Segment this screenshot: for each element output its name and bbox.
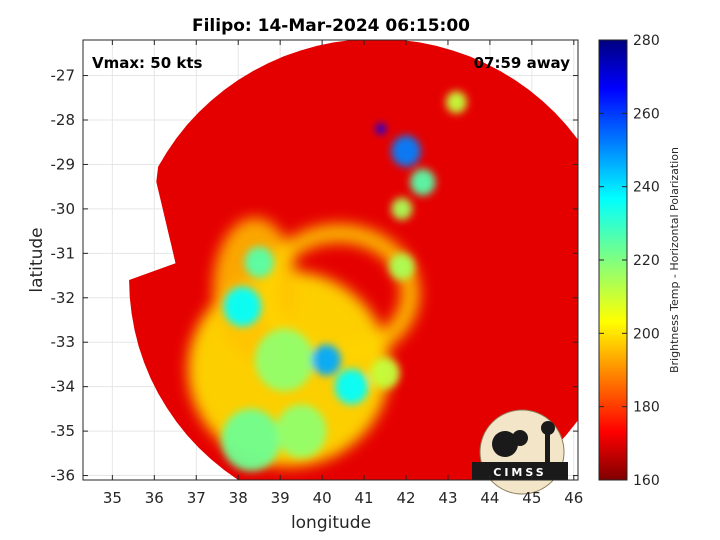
x-tick-label: 45 [522,489,541,507]
convective-cell [410,168,436,196]
y-tick-label: -32 [51,289,76,307]
y-tick-label: -29 [51,155,76,173]
convective-cell [311,344,341,376]
y-tick-label: -35 [51,422,76,440]
convective-cell [391,197,413,220]
colorbar-tick-label: 180 [633,400,660,416]
time-away-annotation: 07:59 away [474,54,571,72]
convective-cell [445,91,467,114]
colorbar-tick-label: 280 [633,33,660,49]
logo-text: CIMSS [493,466,546,479]
x-axis-ticks: 35 36 37 38 39 40 41 42 43 44 45 46 [103,40,583,507]
axes-frame [82,39,579,481]
y-axis-ticks: -27 -28 -29 -30 -31 -32 -33 -34 -35 -36 [51,67,578,485]
y-tick-label: -28 [51,111,76,129]
y-axis-label: latitude [27,227,47,292]
colorbar-tick-label: 220 [633,253,660,269]
convective-cell [244,246,274,278]
convective-cell [375,123,386,135]
x-axis-label: longitude [291,513,371,533]
vmax-annotation: Vmax: 50 kts [92,54,202,72]
convective-cell [254,328,314,392]
x-tick-label: 44 [480,489,499,507]
cimss-logo: CIMSS [472,409,568,495]
convective-cell [221,408,281,472]
x-tick-label: 40 [313,489,332,507]
chart-title: Filipo: 14-Mar-2024 06:15:00 [192,16,470,36]
colorbar-ticks: 160 180 200 220 240 260 280 [599,33,660,489]
colorbar-label: Brightness Temp - Horizontal Polarizatio… [668,147,681,373]
y-tick-label: -34 [51,378,76,396]
x-tick-label: 43 [438,489,457,507]
y-tick-label: -31 [51,244,76,262]
convective-cell [223,286,262,327]
convective-cell [389,253,415,280]
colorbar-tick-label: 160 [633,473,660,489]
x-tick-label: 42 [396,489,415,507]
x-tick-label: 35 [103,489,122,507]
convective-cell [275,404,327,458]
x-tick-label: 38 [229,489,248,507]
convective-cell [391,135,421,167]
x-tick-label: 41 [355,489,374,507]
convective-cell [334,368,369,405]
y-tick-label: -36 [51,467,76,485]
x-tick-label: 46 [564,489,583,507]
y-tick-label: -27 [51,67,76,85]
colorbar-tick-label: 200 [633,326,660,342]
y-tick-label: -33 [51,333,76,351]
x-tick-label: 36 [145,489,164,507]
colorbar-tick-label: 240 [633,180,660,196]
x-tick-label: 37 [187,489,206,507]
y-tick-label: -30 [51,200,76,218]
x-tick-label: 39 [271,489,290,507]
convective-cell [370,357,400,389]
colorbar-tick-label: 260 [633,106,660,122]
